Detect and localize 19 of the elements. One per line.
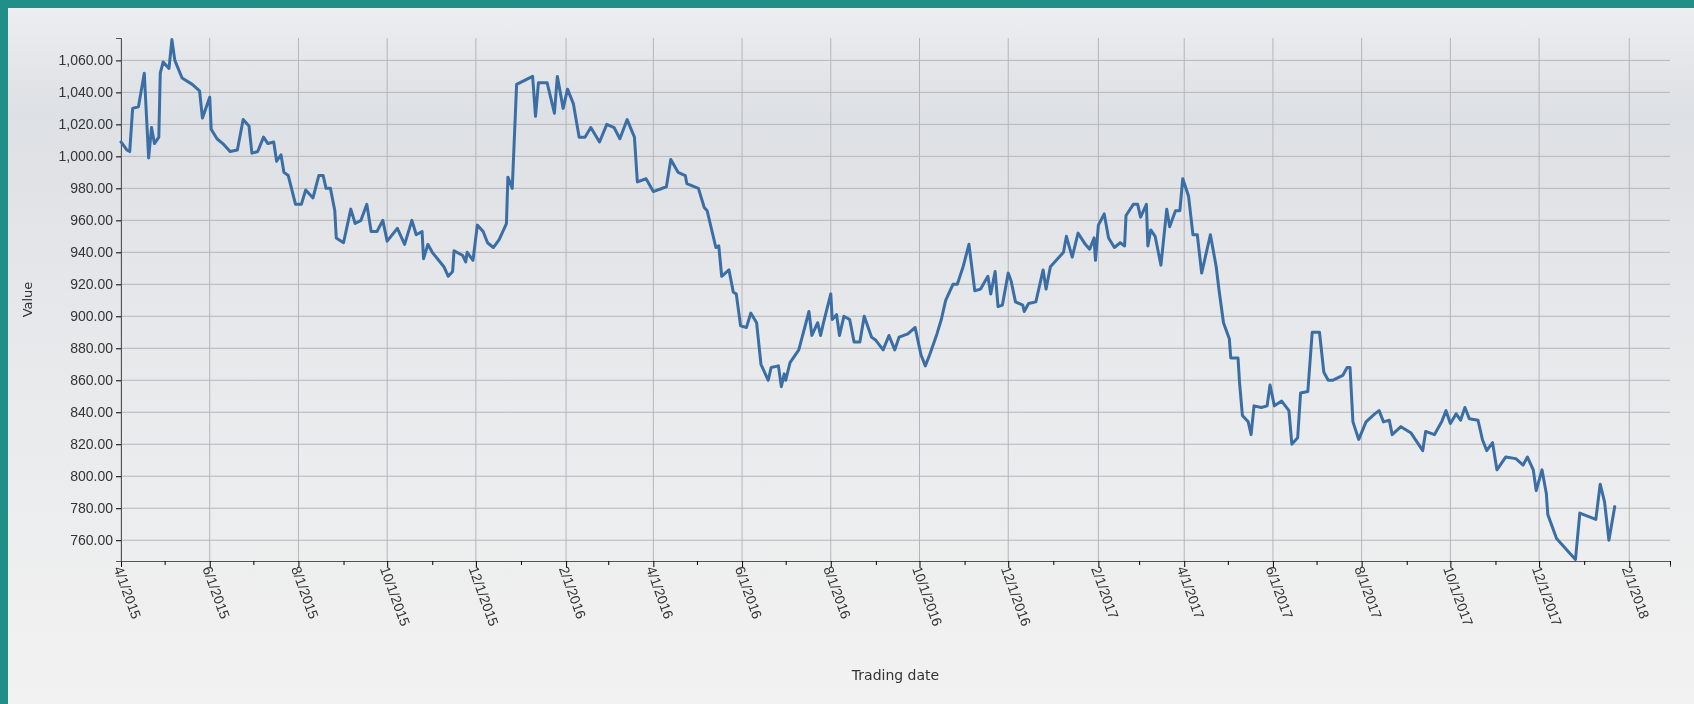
y-axis-title: Value <box>20 281 35 318</box>
y-tick-label: 880.00 <box>70 340 114 357</box>
y-tick-label: 800.00 <box>70 468 114 485</box>
y-tick-label: 760.00 <box>70 532 114 549</box>
y-tick-label: 920.00 <box>70 276 114 293</box>
y-tick-label: 1,020.00 <box>58 116 114 133</box>
y-tick-label: 980.00 <box>70 180 114 197</box>
y-tick-label: 840.00 <box>70 404 114 421</box>
y-tick-label: 960.00 <box>70 212 114 229</box>
y-tick-label: 820.00 <box>70 436 114 453</box>
y-tick-label: 780.00 <box>70 500 114 517</box>
y-tick-label: 1,000.00 <box>58 148 114 165</box>
line-series <box>119 38 1617 561</box>
y-tick-label: 860.00 <box>70 372 114 389</box>
y-tick-label: 940.00 <box>70 244 114 261</box>
y-tick-label: 1,060.00 <box>58 52 114 69</box>
x-axis-title: Trading date <box>850 667 940 683</box>
y-tick-label: 1,040.00 <box>58 84 114 101</box>
y-tick-label: 900.00 <box>70 308 114 325</box>
